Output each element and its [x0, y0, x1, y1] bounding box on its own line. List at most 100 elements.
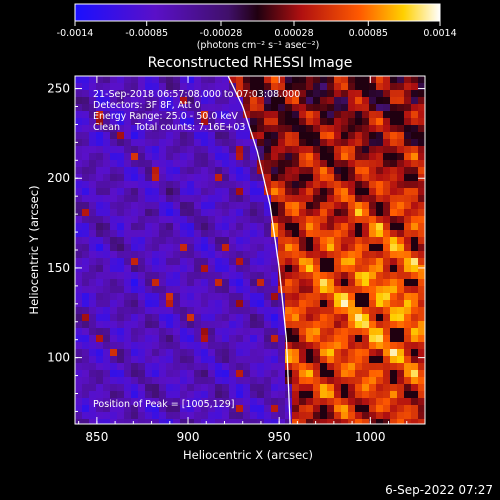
heatmap-cell: [103, 398, 110, 405]
heatmap-cell: [271, 377, 278, 384]
heatmap-cell: [96, 377, 103, 384]
heatmap-cell: [383, 139, 390, 146]
heatmap-cell: [180, 202, 187, 209]
heatmap-cell: [89, 125, 96, 132]
heatmap-cell: [257, 398, 264, 405]
heatmap-cell: [334, 237, 341, 244]
heatmap-cell: [320, 202, 327, 209]
heatmap-cell: [208, 314, 215, 321]
heatmap-cell: [383, 307, 390, 314]
heatmap-cell: [397, 321, 404, 328]
heatmap-cell: [383, 321, 390, 328]
heatmap-cell: [180, 398, 187, 405]
heatmap-cell: [376, 279, 383, 286]
heatmap-cell: [243, 209, 250, 216]
heatmap-cell: [152, 195, 159, 202]
heatmap-cell: [397, 195, 404, 202]
heatmap-cell: [369, 97, 376, 104]
heatmap-cell: [236, 251, 243, 258]
heatmap-cell: [124, 328, 131, 335]
heatmap-cell: [271, 286, 278, 293]
heatmap-cell: [110, 90, 117, 97]
heatmap-cell: [187, 384, 194, 391]
heatmap-cell: [152, 391, 159, 398]
heatmap-cell: [390, 244, 397, 251]
heatmap-cell: [124, 412, 131, 419]
heatmap-cell: [397, 118, 404, 125]
heatmap-cell: [201, 160, 208, 167]
heatmap-cell: [89, 307, 96, 314]
heatmap-cell: [89, 244, 96, 251]
heatmap-cell: [159, 419, 166, 424]
heatmap-cell: [271, 300, 278, 307]
heatmap-cell: [327, 83, 334, 90]
heatmap-cell: [236, 377, 243, 384]
heatmap-cell: [390, 384, 397, 391]
heatmap-cell: [355, 286, 362, 293]
heatmap-cell: [397, 419, 404, 424]
heatmap-cell: [187, 419, 194, 424]
heatmap-cell: [271, 97, 278, 104]
heatmap-cell: [222, 202, 229, 209]
heatmap-cell: [124, 377, 131, 384]
heatmap-cell: [341, 286, 348, 293]
heatmap-cell: [152, 111, 159, 118]
heatmap-cell: [355, 321, 362, 328]
heatmap-cell: [236, 300, 243, 307]
heatmap-cell: [229, 97, 236, 104]
heatmap-cell: [131, 118, 138, 125]
heatmap-cell: [285, 104, 292, 111]
heatmap-cell: [103, 377, 110, 384]
heatmap-cell: [82, 237, 89, 244]
heatmap-cell: [292, 321, 299, 328]
heatmap-cell: [89, 300, 96, 307]
heatmap-cell: [306, 174, 313, 181]
heatmap-cell: [124, 335, 131, 342]
heatmap-cell: [278, 258, 285, 265]
heatmap-cell: [397, 398, 404, 405]
heatmap-cell: [180, 230, 187, 237]
heatmap-cell: [327, 391, 334, 398]
heatmap-cell: [292, 307, 299, 314]
heatmap-cell: [292, 83, 299, 90]
heatmap-cell: [82, 139, 89, 146]
heatmap-cell: [194, 209, 201, 216]
heatmap-cell: [327, 279, 334, 286]
heatmap-cell: [327, 251, 334, 258]
heatmap-cell: [369, 293, 376, 300]
heatmap-cell: [243, 118, 250, 125]
heatmap-cell: [348, 139, 355, 146]
heatmap-cell: [369, 412, 376, 419]
heatmap-cell: [222, 279, 229, 286]
heatmap-cell: [327, 349, 334, 356]
heatmap-cell: [369, 83, 376, 90]
heatmap-cell: [348, 349, 355, 356]
heatmap-cell: [229, 370, 236, 377]
heatmap-cell: [299, 293, 306, 300]
heatmap-cell: [103, 181, 110, 188]
heatmap-cell: [180, 125, 187, 132]
heatmap-cell: [89, 370, 96, 377]
heatmap-cell: [201, 293, 208, 300]
heatmap-cell: [222, 153, 229, 160]
heatmap-cell: [404, 335, 411, 342]
heatmap-cell: [159, 125, 166, 132]
heatmap-cell: [341, 356, 348, 363]
heatmap-cell: [96, 90, 103, 97]
heatmap-cell: [138, 405, 145, 412]
heatmap-cell: [306, 363, 313, 370]
heatmap-cell: [117, 377, 124, 384]
heatmap-cell: [89, 195, 96, 202]
heatmap-cell: [215, 405, 222, 412]
heatmap-cell: [348, 111, 355, 118]
heatmap-cell: [124, 111, 131, 118]
heatmap-cell: [250, 216, 257, 223]
heatmap-cell: [215, 349, 222, 356]
heatmap-cell: [215, 342, 222, 349]
heatmap-cell: [117, 104, 124, 111]
heatmap-cell: [390, 412, 397, 419]
heatmap-cell: [236, 419, 243, 424]
heatmap-cell: [299, 398, 306, 405]
heatmap-cell: [243, 237, 250, 244]
heatmap-cell: [180, 132, 187, 139]
